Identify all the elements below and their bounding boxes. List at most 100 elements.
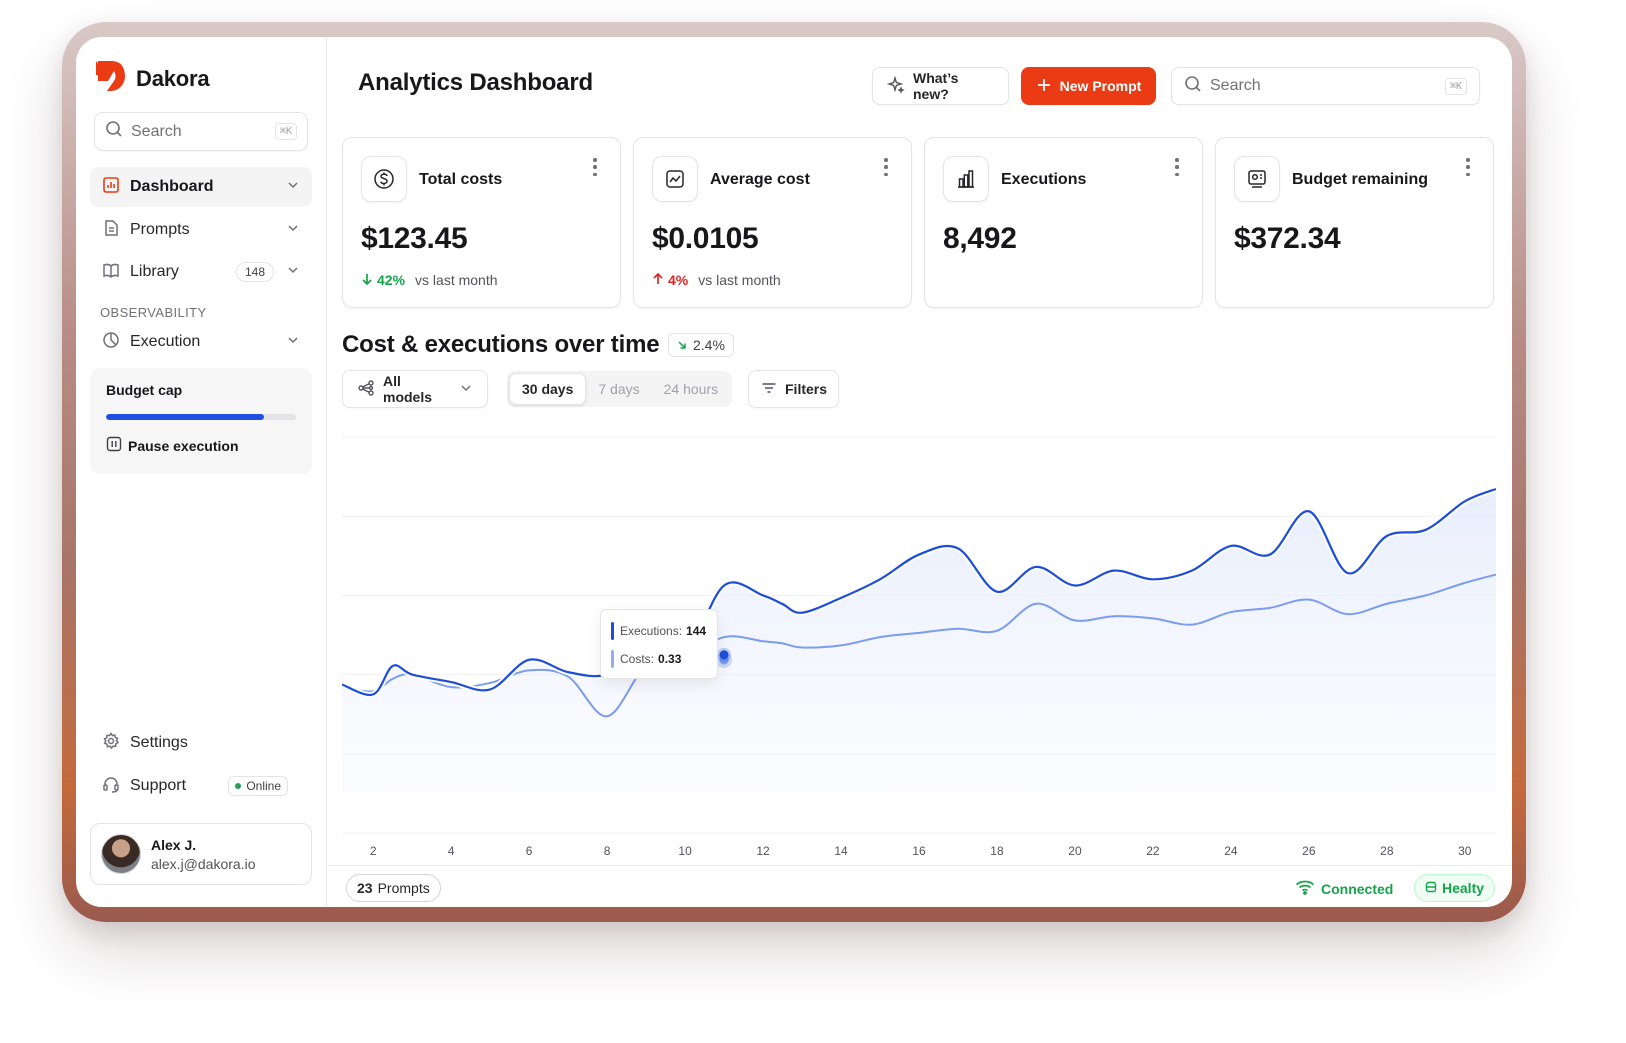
new-prompt-label: New Prompt — [1059, 78, 1142, 94]
x-tick-label: 8 — [604, 844, 611, 858]
filters-button[interactable]: Filters — [748, 370, 839, 408]
time-range-toggle: 30 days 7 days 24 hours — [507, 371, 733, 407]
arrow-up-icon — [652, 272, 664, 288]
header-search-shortcut: ⌘K — [1444, 77, 1467, 95]
tooltip-executions-row: Executions: 144 — [611, 620, 707, 642]
sidebar-item-support[interactable]: Support Online — [90, 766, 312, 806]
chart-trend-pill: 2.4% — [668, 333, 734, 357]
header-search-input[interactable]: Search ⌘K — [1171, 67, 1480, 105]
tooltip-executions-label: Executions: — [620, 624, 683, 638]
sidebar-search-input[interactable]: Search ⌘K — [94, 112, 308, 151]
tooltip-executions-value: 144 — [686, 624, 707, 638]
chart-trend-value: 2.4% — [693, 337, 725, 353]
wifi-icon — [1295, 879, 1315, 898]
range-7-days[interactable]: 7 days — [598, 381, 640, 397]
search-icon — [105, 120, 123, 143]
arrow-down-icon — [361, 272, 373, 288]
x-tick-label: 4 — [448, 844, 455, 858]
sidebar-search-shortcut: ⌘K — [274, 123, 297, 140]
budget-cap-title: Budget cap — [106, 382, 183, 398]
chevron-down-icon[interactable] — [286, 263, 300, 282]
prompts-count-pill[interactable]: 23 Prompts — [346, 874, 441, 902]
x-tick-label: 2 — [370, 844, 377, 858]
nodes-icon — [357, 379, 375, 400]
stat-value: $123.45 — [361, 222, 468, 255]
pause-icon — [106, 436, 122, 455]
more-vertical-icon[interactable] — [1465, 158, 1471, 176]
chevron-down-icon[interactable] — [286, 178, 300, 197]
avatar — [101, 834, 141, 874]
chart-area[interactable]: 2 4 6 8 10 12 14 16 18 20 22 24 26 28 30 — [342, 435, 1496, 865]
trend-arrow-icon — [677, 337, 687, 353]
page-title: Analytics Dashboard — [358, 69, 593, 96]
pause-execution-button[interactable]: Pause execution — [106, 436, 296, 455]
prompts-count-label: Prompts — [377, 880, 430, 896]
chevron-down-icon[interactable] — [286, 333, 300, 352]
sidebar-item-dashboard[interactable]: Dashboard — [90, 167, 312, 207]
sidebar-item-label: Execution — [130, 333, 201, 350]
tooltip-costs-value: 0.33 — [658, 652, 682, 666]
x-tick-label: 14 — [834, 844, 848, 858]
budget-progress-fill — [106, 414, 264, 420]
sidebar: Dakora Search ⌘K Dashboard Prompts — [76, 37, 327, 907]
stat-value: $372.34 — [1234, 222, 1341, 255]
stat-card-average-cost: Average cost $0.0105 4% vs last month — [633, 137, 912, 308]
chevron-down-icon[interactable] — [286, 221, 300, 240]
more-vertical-icon[interactable] — [1174, 158, 1180, 176]
brand[interactable]: Dakora — [94, 59, 210, 98]
x-tick-label: 18 — [990, 844, 1004, 858]
sidebar-item-prompts[interactable]: Prompts — [90, 210, 312, 250]
range-30-days[interactable]: 30 days — [509, 373, 587, 405]
whats-new-button[interactable]: What’s new? — [872, 67, 1009, 105]
user-profile-card[interactable]: Alex J. alex.j@dakora.io — [90, 823, 312, 885]
stat-label: Total costs — [419, 171, 503, 188]
prompts-count: 23 — [357, 880, 373, 896]
wallet-icon — [1234, 156, 1280, 202]
sidebar-item-execution[interactable]: Execution — [90, 322, 312, 362]
executions-area-fill — [342, 488, 1496, 793]
x-tick-label: 12 — [756, 844, 770, 858]
stat-card-total-costs: Total costs $123.45 42% vs last month — [342, 137, 621, 308]
header-search-placeholder: Search — [1210, 77, 1261, 94]
more-vertical-icon[interactable] — [883, 158, 889, 176]
new-prompt-button[interactable]: New Prompt — [1021, 67, 1156, 105]
tooltip-costs-row: Costs: 0.33 — [611, 648, 707, 670]
book-icon — [102, 261, 120, 284]
x-tick-label: 26 — [1302, 844, 1316, 858]
model-filter-label: All models — [383, 373, 433, 405]
x-tick-label: 10 — [678, 844, 692, 858]
more-vertical-icon[interactable] — [592, 158, 598, 176]
executions-color-marker — [611, 622, 614, 640]
range-24-hours[interactable]: 24 hours — [663, 381, 719, 397]
whats-new-label: What’s new? — [913, 70, 959, 102]
x-tick-label: 20 — [1068, 844, 1082, 858]
user-email: alex.j@dakora.io — [151, 855, 256, 872]
user-name: Alex J. — [151, 836, 197, 853]
chart-title: Cost & executions over time — [342, 331, 660, 358]
model-filter-dropdown[interactable]: All models — [342, 370, 488, 408]
stat-delta-value: 42% — [377, 272, 406, 288]
sparkles-icon — [886, 75, 905, 97]
line-chart-icon — [652, 156, 698, 202]
plus-icon — [1036, 77, 1052, 96]
health-status-badge: Healty — [1414, 874, 1496, 902]
chart-tooltip: Executions: 144 Costs: 0.33 — [600, 609, 718, 679]
online-status-label: Online — [246, 779, 281, 793]
executions-series-line — [342, 487, 1496, 697]
app-window: Dakora Search ⌘K Dashboard Prompts — [76, 37, 1512, 907]
x-tick-label: 28 — [1380, 844, 1394, 858]
connection-status: Connected — [1295, 879, 1393, 898]
online-dot-icon — [235, 783, 242, 789]
sidebar-item-library[interactable]: Library 148 — [90, 252, 312, 292]
stat-delta-value: 4% — [668, 272, 689, 288]
sidebar-item-settings[interactable]: Settings — [90, 723, 312, 763]
health-status-label: Healty — [1442, 880, 1485, 896]
gear-icon — [102, 731, 120, 755]
filter-lines-icon — [761, 380, 777, 399]
cost-executions-chart[interactable]: 2 4 6 8 10 12 14 16 18 20 22 24 26 28 30 — [342, 435, 1496, 865]
stat-label: Executions — [1001, 171, 1087, 188]
chevron-down-icon — [459, 381, 473, 398]
stat-value: $0.0105 — [652, 222, 759, 255]
database-icon — [1425, 880, 1437, 896]
headset-icon — [102, 775, 120, 798]
